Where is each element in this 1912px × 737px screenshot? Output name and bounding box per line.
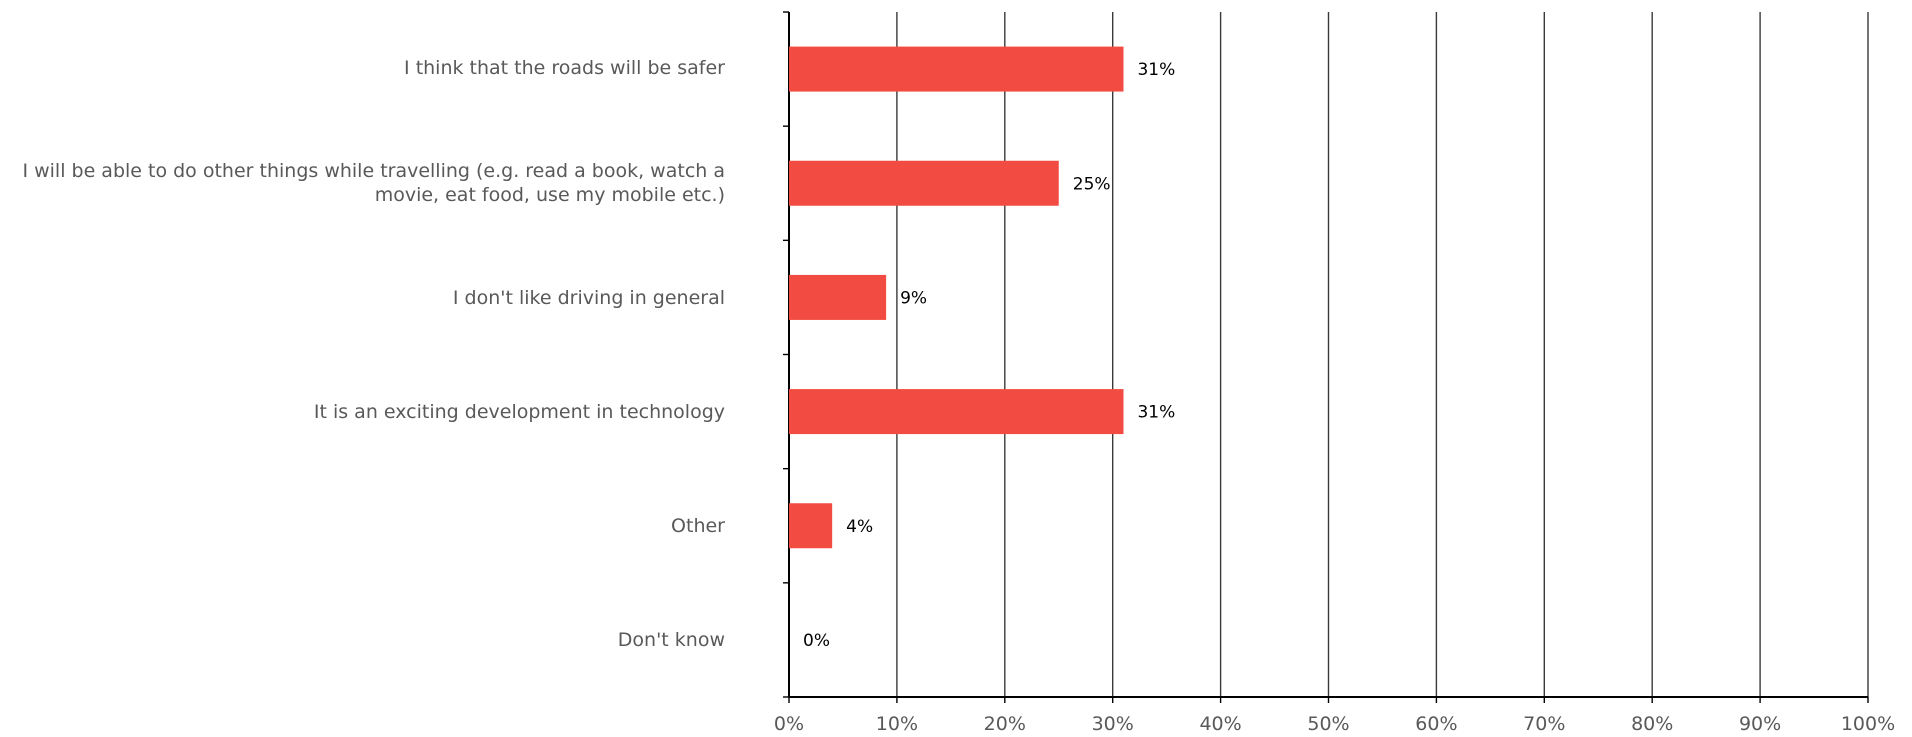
x-tick-label: 10% [876,713,918,733]
bar [789,389,1124,435]
bar [789,274,887,320]
x-tick-label: 100% [1841,713,1895,733]
category-label: I don't like driving in general [452,287,725,309]
category-label: Other [671,515,725,537]
x-tick-label: 80% [1631,713,1673,733]
category-label: I think that the roads will be safer [404,57,725,79]
data-label: 0% [803,631,830,651]
category-label: It is an exciting development in technol… [313,401,725,423]
data-label: 4% [846,517,873,537]
data-label: 31% [1137,403,1175,423]
x-tick-label: 40% [1199,713,1241,733]
bar [789,160,1059,206]
x-tick-label: 50% [1307,713,1349,733]
x-tick-label: 90% [1739,713,1781,733]
x-tick-label: 70% [1523,713,1565,733]
data-label: 25% [1073,174,1111,194]
x-tick-label: 60% [1415,713,1457,733]
x-tick-label: 20% [984,713,1026,733]
data-label: 9% [900,288,927,308]
data-label: 31% [1137,60,1175,80]
bar [789,503,833,549]
category-label: I will be able to do other things while … [22,160,725,206]
x-tick-label: 0% [774,713,804,733]
category-label: Don't know [617,629,725,651]
bar [789,46,1124,92]
x-tick-label: 30% [1092,713,1134,733]
